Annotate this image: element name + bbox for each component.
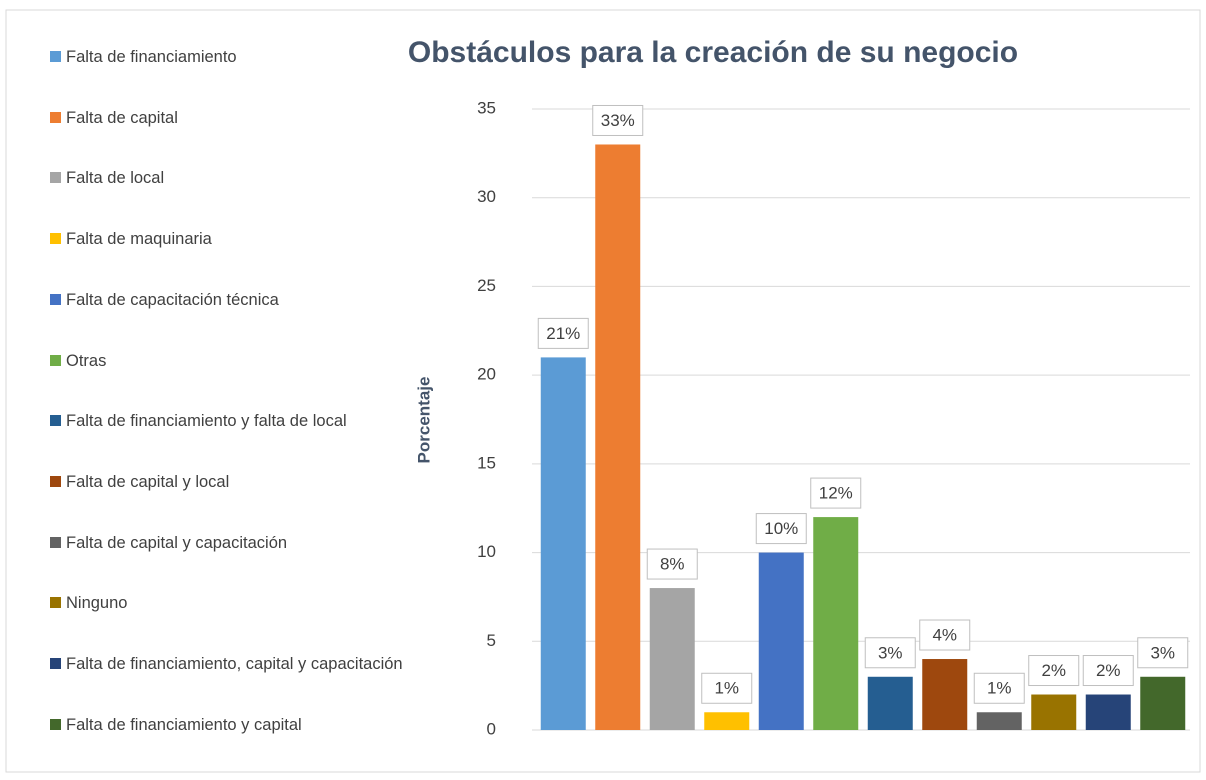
bar bbox=[758, 552, 804, 730]
data-label-box bbox=[592, 104, 644, 136]
data-label-box bbox=[646, 548, 698, 580]
data-label: 10% bbox=[764, 519, 798, 538]
legend-label: Falta de capital bbox=[66, 108, 178, 127]
legend-swatch bbox=[50, 354, 61, 366]
y-tick-label: 35 bbox=[477, 98, 496, 117]
bar bbox=[595, 144, 641, 730]
data-label: 33% bbox=[601, 111, 635, 130]
bar bbox=[540, 357, 586, 730]
legend-label: Falta de financiamiento bbox=[66, 48, 237, 66]
data-label-box bbox=[1082, 655, 1134, 687]
legend-label: Ninguno bbox=[66, 594, 128, 613]
bar bbox=[922, 659, 968, 730]
legend-label: Falta de financiamiento, capital y capac… bbox=[66, 655, 403, 673]
data-label-box bbox=[1137, 637, 1189, 669]
legend-item: Falta de capital y capacitación bbox=[50, 530, 441, 556]
data-label-box bbox=[701, 672, 753, 704]
legend-swatch bbox=[50, 51, 61, 62]
data-label-box bbox=[973, 672, 1025, 704]
legend-item: Falta de capacitación técnica bbox=[50, 287, 441, 313]
y-tick-label: 5 bbox=[487, 631, 496, 650]
data-label: 2% bbox=[1041, 661, 1066, 680]
legend-label: Falta de capital y local bbox=[66, 472, 230, 491]
data-label-box bbox=[810, 477, 862, 509]
data-label: 1% bbox=[714, 679, 739, 698]
legend-item: Falta de maquinaria bbox=[50, 226, 441, 252]
bar bbox=[1031, 694, 1077, 730]
y-tick-label: 30 bbox=[477, 187, 496, 206]
data-label: 3% bbox=[1150, 643, 1175, 662]
data-label-box bbox=[919, 619, 971, 651]
data-label-box bbox=[1028, 655, 1080, 687]
data-label-box bbox=[864, 637, 916, 669]
y-tick-label: 20 bbox=[477, 365, 496, 384]
legend-item: Falta de capital y local bbox=[50, 469, 441, 495]
data-label: 3% bbox=[878, 643, 903, 662]
legend-item: Falta de local bbox=[50, 165, 441, 191]
data-label: 12% bbox=[819, 484, 853, 503]
chart-title: Obstáculos para la creación de su negoci… bbox=[408, 36, 1018, 69]
y-tick-label: 0 bbox=[487, 719, 496, 738]
legend-label: Falta de financiamiento y falta de local bbox=[66, 412, 347, 431]
data-label: 1% bbox=[987, 679, 1012, 698]
legend-label: Falta de local bbox=[66, 169, 165, 188]
legend-label: Falta de maquinaria bbox=[66, 230, 212, 249]
legend-swatch bbox=[50, 233, 61, 245]
legend-swatch bbox=[50, 172, 61, 184]
bar bbox=[1085, 694, 1131, 730]
y-tick-label: 25 bbox=[477, 276, 496, 295]
legend-label: Falta de capital y capacitación bbox=[66, 533, 288, 552]
data-label-box bbox=[755, 513, 807, 545]
chart-frame bbox=[5, 9, 1201, 773]
data-label: 8% bbox=[660, 555, 685, 574]
legend-swatch bbox=[50, 597, 61, 609]
bar bbox=[976, 712, 1022, 730]
legend-label: Falta de financiamiento y capital bbox=[66, 715, 302, 734]
legend-item: Falta de financiamiento bbox=[50, 44, 441, 70]
data-label: 2% bbox=[1096, 661, 1121, 680]
legend-item: Falta de financiamiento y capital bbox=[50, 712, 441, 738]
legend-swatch bbox=[50, 475, 61, 487]
legend-swatch bbox=[50, 536, 61, 548]
legend-label: Otras bbox=[66, 351, 107, 370]
legend-item: Otras bbox=[50, 348, 441, 374]
legend-item: Ninguno bbox=[50, 590, 441, 616]
data-label-box bbox=[537, 317, 589, 349]
legend-label: Falta de capacitación técnica bbox=[66, 290, 279, 309]
legend-swatch bbox=[50, 293, 61, 305]
bar bbox=[813, 517, 859, 730]
legend-swatch bbox=[50, 415, 61, 427]
bar bbox=[867, 676, 913, 730]
bar bbox=[704, 712, 750, 730]
y-tick-label: 10 bbox=[477, 542, 496, 561]
legend-item: Falta de financiamiento, capital y capac… bbox=[50, 651, 441, 677]
legend-swatch bbox=[50, 718, 61, 730]
bar bbox=[649, 588, 695, 730]
data-label: 21% bbox=[546, 324, 580, 343]
legend-swatch bbox=[50, 111, 61, 123]
data-label: 4% bbox=[932, 626, 957, 645]
y-axis-label: Porcentaje bbox=[414, 377, 433, 464]
legend-swatch bbox=[50, 658, 61, 669]
legend-item: Falta de capital bbox=[50, 105, 441, 131]
legend-item: Falta de financiamiento y falta de local bbox=[50, 408, 441, 434]
y-tick-label: 15 bbox=[477, 453, 496, 472]
bar bbox=[1140, 676, 1186, 730]
